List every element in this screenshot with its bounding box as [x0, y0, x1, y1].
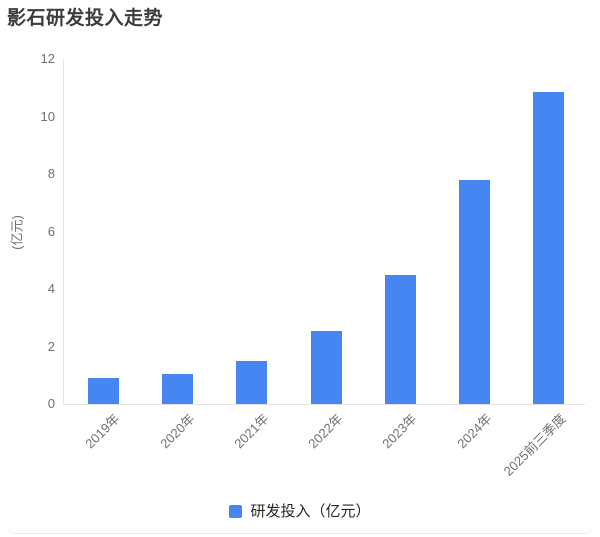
y-axis-tick-label: 2 — [47, 338, 55, 354]
bar-2025前三季度[interactable] — [533, 92, 565, 404]
y-axis-tick-label: 4 — [47, 281, 55, 296]
bar-2020年[interactable] — [161, 374, 193, 404]
y-axis-tick-label: 12 — [40, 51, 55, 66]
x-axis-label: 2021年 — [231, 411, 272, 452]
x-axis-label: 2019年 — [82, 411, 123, 452]
bar-2024年[interactable] — [459, 180, 491, 404]
x-axis-label: 2020年 — [156, 411, 198, 452]
bar-2021年[interactable] — [236, 360, 268, 404]
legend-swatch-icon — [229, 504, 243, 518]
x-axis-line — [63, 404, 585, 405]
x-axis-label: 2025前三季度 — [500, 411, 569, 479]
y-axis-tick-label: 6 — [47, 223, 55, 239]
y-axis-tick-label: 8 — [47, 166, 55, 181]
bar-2023年[interactable] — [384, 275, 416, 404]
y-axis-line — [63, 59, 64, 405]
bar-2022年[interactable] — [310, 330, 342, 404]
x-axis-label: 2022年 — [305, 411, 346, 452]
legend[interactable]: 研发投入（亿元） — [0, 500, 600, 521]
page-title: 影石研发投入走势 — [7, 8, 164, 29]
legend-label: 研发投入（亿元） — [250, 503, 371, 520]
x-axis-label: 2024年 — [454, 411, 495, 452]
x-axis-label: 2023年 — [379, 411, 420, 452]
y-axis-tick-label: 10 — [40, 108, 55, 124]
bar-2019年[interactable] — [87, 378, 119, 404]
y-axis-tick-label: 0 — [47, 396, 55, 411]
